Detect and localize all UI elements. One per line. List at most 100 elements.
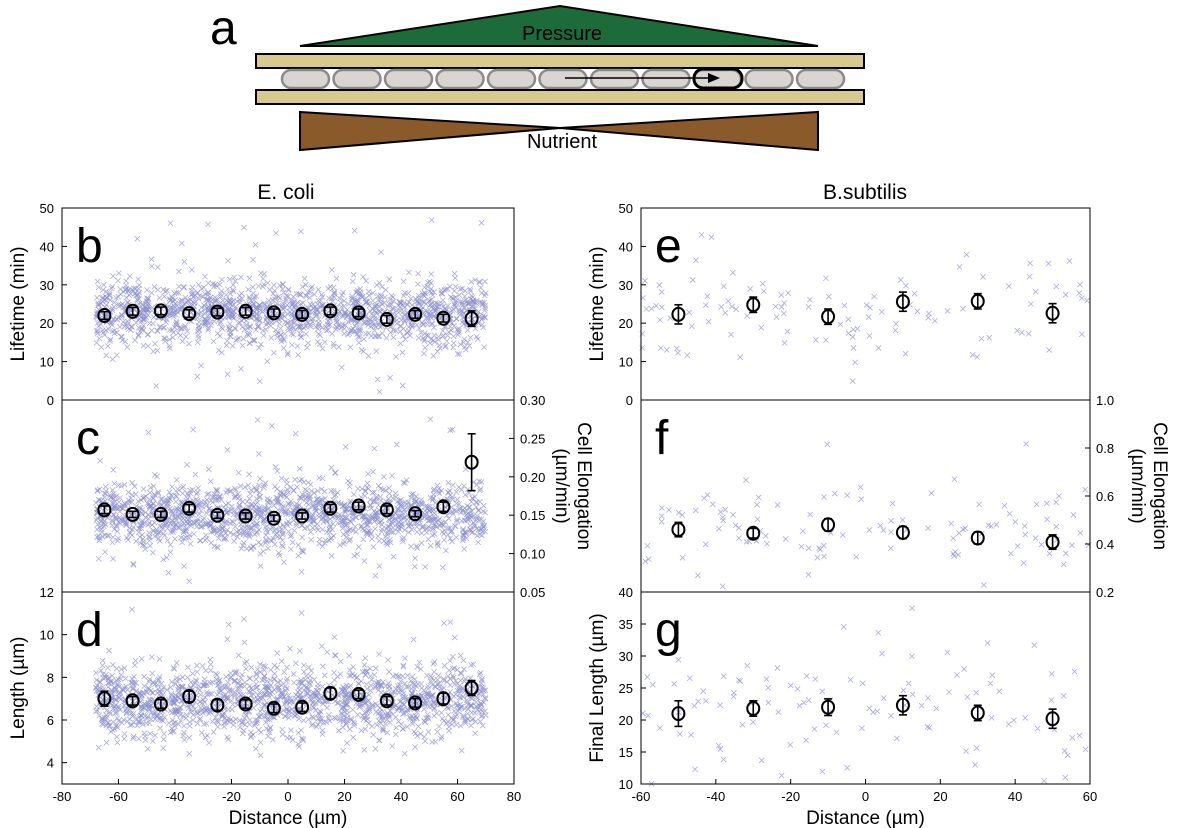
scatter-point xyxy=(165,569,172,576)
cell xyxy=(383,68,434,90)
scatter-point xyxy=(195,281,202,288)
cell xyxy=(538,68,588,90)
scatter-point xyxy=(1020,560,1027,566)
scatter-point xyxy=(246,275,253,282)
scatter-point xyxy=(327,321,333,328)
scatter-point xyxy=(437,345,443,352)
scatter-point xyxy=(189,284,196,291)
scatter-point xyxy=(339,323,346,330)
scatter-point xyxy=(315,325,321,332)
scatter-point xyxy=(93,339,100,346)
scatter-point xyxy=(442,343,449,350)
scatter-point xyxy=(657,317,663,323)
scatter-point xyxy=(315,297,322,304)
scatter-point xyxy=(335,727,342,734)
scatter-point xyxy=(121,735,128,742)
scatter-point xyxy=(241,639,248,646)
scatter-point xyxy=(149,670,156,677)
scatter-point xyxy=(296,648,303,654)
scatter-point xyxy=(283,297,290,304)
scatter-point xyxy=(315,316,322,322)
scatter-point xyxy=(156,324,163,331)
scatter-point xyxy=(264,319,271,326)
scatter-point xyxy=(443,338,450,345)
scatter-point xyxy=(438,709,445,716)
scatter-point xyxy=(365,353,372,359)
scatter-point xyxy=(456,329,462,336)
scatter-point xyxy=(137,534,143,540)
scatter-point xyxy=(421,312,428,318)
scatter-point xyxy=(257,739,264,746)
scatter-point xyxy=(186,578,193,585)
scatter-point xyxy=(194,662,200,669)
scatter-point xyxy=(805,304,812,310)
scatter-point xyxy=(290,671,297,677)
scatter-point xyxy=(1084,297,1090,304)
scatter-point xyxy=(399,673,406,679)
scatter-point xyxy=(226,276,233,283)
y-tick-label: 10 xyxy=(619,355,633,370)
scatter-point xyxy=(893,320,899,327)
scatter-point xyxy=(445,479,452,486)
scatter-point xyxy=(135,735,142,742)
scatter-point xyxy=(308,667,315,674)
scatter-point xyxy=(258,341,264,348)
scatter-point xyxy=(473,333,480,340)
scatter-point xyxy=(305,479,312,486)
scatter-point xyxy=(127,273,133,280)
scatter-point xyxy=(865,314,872,321)
scatter-point xyxy=(208,539,215,546)
scatter-point xyxy=(182,323,189,329)
scatter-point xyxy=(956,264,963,270)
scatter-point xyxy=(225,500,232,507)
scatter-point xyxy=(98,344,105,351)
scatter-point xyxy=(313,311,320,317)
scatter-point xyxy=(250,256,256,263)
scatter-point xyxy=(241,326,248,333)
scatter-point xyxy=(374,376,381,383)
scatter-point xyxy=(328,266,335,273)
scatter-point xyxy=(316,536,323,543)
scatter-point xyxy=(133,319,140,326)
scatter-point xyxy=(325,712,332,718)
scatter-point xyxy=(414,545,421,551)
scatter-point xyxy=(218,288,225,294)
scatter-point xyxy=(479,301,486,307)
scatter-point xyxy=(206,505,213,512)
scatter-point xyxy=(429,292,436,299)
scatter-point xyxy=(381,473,387,480)
scatter-point xyxy=(181,737,188,743)
scatter-point xyxy=(256,318,263,324)
scatter-point xyxy=(404,672,411,679)
scatter-point xyxy=(449,672,456,679)
scatter-point xyxy=(351,227,358,234)
scatter-point xyxy=(341,297,348,304)
scatter-point xyxy=(1076,290,1083,297)
scatter-point xyxy=(332,652,339,659)
scatter-point xyxy=(1032,288,1039,295)
scatter-point xyxy=(481,307,488,314)
scatter-point xyxy=(218,349,225,356)
scatter-point xyxy=(334,318,341,325)
scatter-point xyxy=(264,358,271,365)
scatter-point xyxy=(93,669,99,676)
scatter-point xyxy=(233,306,239,312)
scatter-point xyxy=(459,308,466,315)
scatter-point xyxy=(1070,511,1077,518)
scatter-point xyxy=(227,290,234,297)
scatter-point xyxy=(206,739,212,746)
scatter-point xyxy=(925,525,931,532)
scatter-point xyxy=(398,317,405,324)
cell xyxy=(795,68,846,90)
scatter-point xyxy=(290,679,297,686)
scatter-point xyxy=(407,677,414,684)
scatter-point xyxy=(480,508,487,515)
scatter-point xyxy=(106,647,112,654)
scatter-point xyxy=(849,334,856,340)
scatter-point xyxy=(1078,295,1085,302)
movement-arrowhead xyxy=(708,73,720,83)
scatter-point xyxy=(361,320,368,326)
scatter-point xyxy=(173,289,180,296)
panel-label-e: e xyxy=(655,220,682,273)
